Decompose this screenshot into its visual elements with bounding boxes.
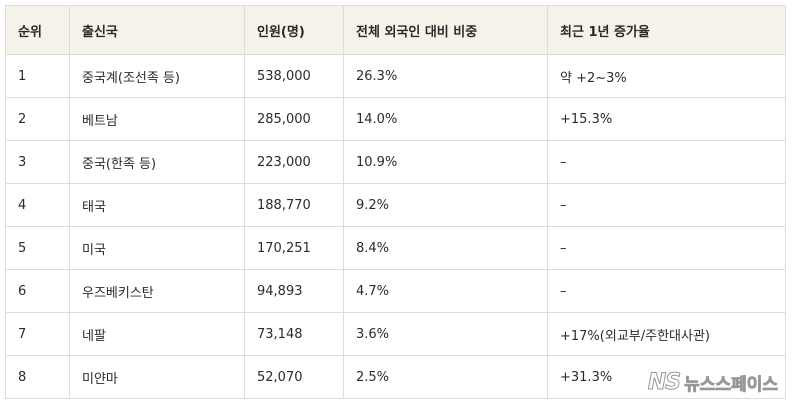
- cell-growth: –: [547, 140, 786, 184]
- cell-share: 26.3%: [343, 54, 548, 98]
- table-header: 순위 출신국 인원(명) 전체 외국인 대비 비중 최근 1년 증가율: [5, 5, 786, 55]
- table-body: 1 중국계(조선족 등) 538,000 26.3% 약 +2~3% 2 베트남…: [5, 54, 786, 399]
- cell-country: 우즈베키스탄: [69, 269, 245, 313]
- table-row: 1 중국계(조선족 등) 538,000 26.3% 약 +2~3%: [5, 54, 786, 98]
- cell-share: 10.9%: [343, 140, 548, 184]
- table-row: 3 중국(한족 등) 223,000 10.9% –: [5, 140, 786, 184]
- header-country: 출신국: [69, 5, 245, 55]
- cell-share: 4.7%: [343, 269, 548, 313]
- cell-growth: +31.3%: [547, 355, 786, 399]
- cell-rank: 2: [5, 97, 70, 141]
- cell-country: 태국: [69, 183, 245, 227]
- cell-country: 미국: [69, 226, 245, 270]
- watermark-text: 뉴스스페이스: [684, 375, 779, 396]
- cell-count: 52,070: [244, 355, 344, 399]
- cell-count: 223,000: [244, 140, 344, 184]
- ns-logo: NS: [647, 370, 681, 396]
- cell-count: 538,000: [244, 54, 344, 98]
- cell-rank: 7: [5, 312, 70, 356]
- table-row: 5 미국 170,251 8.4% –: [5, 226, 786, 270]
- header-growth: 최근 1년 증가율: [547, 5, 786, 55]
- cell-country: 중국(한족 등): [69, 140, 245, 184]
- cell-growth: +17%(외교부/주한대사관): [547, 312, 786, 356]
- cell-country: 베트남: [69, 97, 245, 141]
- data-table-container: 순위 출신국 인원(명) 전체 외국인 대비 비중 최근 1년 증가율 1 중국…: [5, 5, 786, 399]
- cell-country: 미얀마: [69, 355, 245, 399]
- header-count: 인원(명): [244, 5, 344, 55]
- cell-rank: 1: [5, 54, 70, 98]
- cell-country: 중국계(조선족 등): [69, 54, 245, 98]
- header-row: 순위 출신국 인원(명) 전체 외국인 대비 비중 최근 1년 증가율: [5, 5, 786, 55]
- cell-growth: 약 +2~3%: [547, 54, 786, 98]
- table-row: 8 미얀마 52,070 2.5% +31.3%: [5, 355, 786, 399]
- cell-growth: –: [547, 269, 786, 313]
- table-row: 2 베트남 285,000 14.0% +15.3%: [5, 97, 786, 141]
- cell-growth: –: [547, 226, 786, 270]
- cell-share: 8.4%: [343, 226, 548, 270]
- header-rank: 순위: [5, 5, 70, 55]
- cell-count: 285,000: [244, 97, 344, 141]
- cell-country: 네팔: [69, 312, 245, 356]
- cell-growth: –: [547, 183, 786, 227]
- cell-share: 14.0%: [343, 97, 548, 141]
- cell-count: 94,893: [244, 269, 344, 313]
- cell-rank: 6: [5, 269, 70, 313]
- cell-count: 73,148: [244, 312, 344, 356]
- cell-count: 188,770: [244, 183, 344, 227]
- table-row: 7 네팔 73,148 3.6% +17%(외교부/주한대사관): [5, 312, 786, 356]
- cell-share: 2.5%: [343, 355, 548, 399]
- cell-rank: 3: [5, 140, 70, 184]
- cell-rank: 5: [5, 226, 70, 270]
- cell-share: 9.2%: [343, 183, 548, 227]
- header-share: 전체 외국인 대비 비중: [343, 5, 548, 55]
- cell-count: 170,251: [244, 226, 344, 270]
- cell-rank: 8: [5, 355, 70, 399]
- news-space-watermark: NS 뉴스스페이스: [647, 370, 779, 396]
- foreign-residents-table: 순위 출신국 인원(명) 전체 외국인 대비 비중 최근 1년 증가율 1 중국…: [5, 5, 786, 399]
- cell-share: 3.6%: [343, 312, 548, 356]
- table-row: 4 태국 188,770 9.2% –: [5, 183, 786, 227]
- cell-rank: 4: [5, 183, 70, 227]
- table-row: 6 우즈베키스탄 94,893 4.7% –: [5, 269, 786, 313]
- cell-growth: +15.3%: [547, 97, 786, 141]
